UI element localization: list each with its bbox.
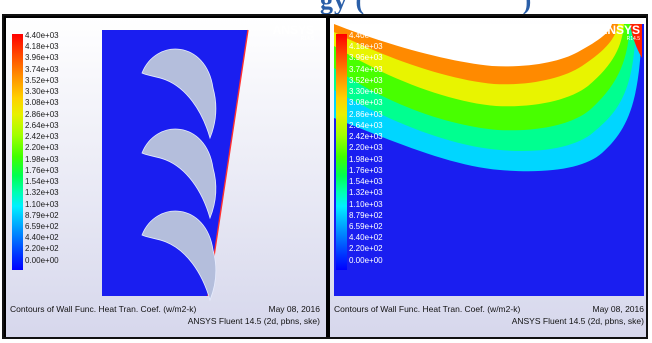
legend-value: 4.18e+03	[25, 42, 59, 52]
legend-value: 3.30e+03	[25, 87, 59, 97]
ansys-logo: ANSYS R14.5	[273, 24, 314, 42]
legend-value: 2.20e+03	[349, 143, 383, 153]
caption-software: ANSYS Fluent 14.5 (2d, pbns, ske)	[511, 316, 644, 326]
caption-software: ANSYS Fluent 14.5 (2d, pbns, ske)	[187, 316, 320, 326]
legend-labels: 4.40e+03 4.18e+03 3.96e+03 3.74e+03 3.52e+03…	[25, 30, 85, 266]
legend-value: 1.54e+03	[349, 177, 383, 187]
legend-value: 3.08e+03	[25, 98, 59, 108]
legend-value: 1.32e+03	[25, 188, 59, 198]
legend-value: 2.20e+02	[25, 244, 59, 254]
left-contour-panel: 4.40e+03 4.18e+03 3.96e+03 3.74e+03 3.52e+03…	[6, 18, 326, 337]
ansys-logo: ANSYS R14.5	[599, 24, 640, 42]
legend-value: 1.98e+03	[349, 154, 383, 164]
contour-band-white	[334, 24, 612, 67]
blade-profile-3	[141, 210, 217, 302]
legend-value: 1.76e+03	[349, 165, 383, 175]
legend-value: 4.40e+03	[349, 31, 383, 40]
legend-value: 3.74e+03	[349, 64, 383, 74]
legend-value: 3.08e+03	[349, 98, 383, 108]
page-heading-strip: gy ( )	[0, 0, 652, 14]
legend-value: 2.86e+03	[349, 109, 383, 119]
legend-value: 3.52e+03	[25, 75, 59, 85]
legend-value: 1.32e+03	[349, 188, 383, 198]
legend-value: 6.59e+02	[25, 221, 59, 231]
logo-text: ANSYS	[598, 23, 640, 37]
heading-tail: )	[523, 0, 533, 14]
colormap-bar	[12, 34, 23, 270]
blade-profile-1	[141, 48, 217, 140]
legend-value: 1.54e+03	[25, 177, 59, 187]
legend-value: 1.10e+03	[25, 199, 59, 209]
legend-value: 2.64e+03	[349, 120, 383, 130]
caption-date: May 08, 2016	[268, 304, 320, 314]
colormap-bar	[336, 34, 347, 270]
right-contour-plot	[334, 24, 644, 296]
legend-value: 4.40e+03	[25, 31, 59, 40]
blade-profile-2	[141, 128, 217, 220]
legend-value: 8.79e+02	[349, 210, 383, 220]
legend-value: 2.42e+03	[25, 132, 59, 142]
legend-value: 3.30e+03	[349, 87, 383, 97]
legend-value: 2.20e+03	[25, 143, 59, 153]
logo-version: R14.5	[300, 36, 314, 42]
page-heading: gy ( )	[320, 0, 532, 14]
legend-value: 8.79e+02	[25, 210, 59, 220]
legend-labels: 4.40e+03 4.18e+03 3.96e+03 3.74e+03 3.52e+03…	[349, 30, 409, 266]
legend-value: 2.64e+03	[25, 120, 59, 130]
legend-value: 2.42e+03	[349, 132, 383, 142]
legend-value: 0.00e+00	[25, 255, 59, 265]
legend-value: 1.98e+03	[25, 154, 59, 164]
figure-frame: 4.40e+03 4.18e+03 3.96e+03 3.74e+03 3.52e+03…	[2, 14, 648, 339]
plot-caption: Contours of Wall Func. Heat Tran. Coef. …	[334, 302, 644, 332]
logo-version: R14.5	[626, 36, 640, 42]
caption-title: Contours of Wall Func. Heat Tran. Coef. …	[10, 304, 197, 314]
legend-value: 3.96e+03	[349, 53, 383, 63]
legend-value: 2.20e+02	[349, 244, 383, 254]
contour-band-red	[630, 24, 642, 58]
legend-value: 4.40e+02	[349, 233, 383, 243]
right-contour-panel: 4.40e+03 4.18e+03 3.96e+03 3.74e+03 3.52e+03…	[330, 18, 646, 337]
legend-value: 0.00e+00	[349, 255, 383, 265]
left-contour-plot	[102, 29, 249, 302]
caption-title: Contours of Wall Func. Heat Tran. Coef. …	[334, 304, 521, 314]
logo-text: ANSYS	[272, 23, 314, 37]
legend-value: 6.59e+02	[349, 221, 383, 231]
heading-partial: gy (	[320, 0, 365, 14]
legend-value: 1.76e+03	[25, 165, 59, 175]
legend-value: 4.18e+03	[349, 42, 383, 52]
periodic-edge	[207, 29, 249, 297]
legend-value: 3.74e+03	[25, 64, 59, 74]
legend-value: 4.40e+02	[25, 233, 59, 243]
legend-value: 1.10e+03	[349, 199, 383, 209]
caption-date: May 08, 2016	[592, 304, 644, 314]
legend-value: 3.52e+03	[349, 75, 383, 85]
plot-caption: Contours of Wall Func. Heat Tran. Coef. …	[10, 302, 320, 332]
legend-value: 2.86e+03	[25, 109, 59, 119]
legend-value: 3.96e+03	[25, 53, 59, 63]
